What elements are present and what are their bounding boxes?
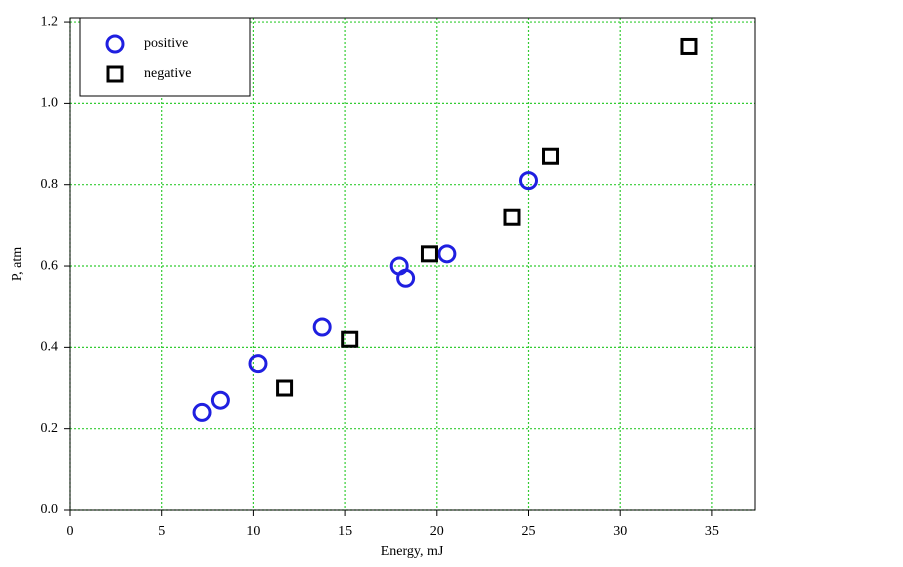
plot-frame (69, 17, 756, 511)
point (503, 208, 521, 226)
x-axis-label: Energy, mJ (381, 544, 444, 559)
legend-label: positive (144, 36, 188, 51)
x-tick-label: 25 (522, 524, 536, 539)
point (396, 268, 416, 288)
x-tick-label: 20 (430, 524, 444, 539)
x-tick-label: 35 (705, 524, 719, 539)
x-tick-label: 0 (67, 524, 74, 539)
legend-box (79, 17, 251, 97)
y-tick-label: 0.0 (41, 502, 59, 517)
legend-marker (105, 34, 125, 54)
point (519, 171, 539, 191)
point (420, 245, 438, 263)
y-tick-label: 1.2 (41, 14, 59, 29)
x-tick-label: 5 (158, 524, 165, 539)
y-tick-label: 0.4 (41, 340, 59, 355)
y-tick-label: 0.6 (41, 258, 59, 273)
legend-label: negative (144, 66, 191, 81)
point (437, 244, 457, 264)
legend-marker (106, 65, 124, 83)
y-tick-label: 0.2 (41, 421, 59, 436)
point (680, 37, 698, 55)
y-tick-label: 1.0 (41, 96, 59, 111)
point (192, 402, 212, 422)
point (312, 317, 332, 337)
point (276, 379, 294, 397)
x-tick-label: 30 (613, 524, 627, 539)
point (210, 390, 230, 410)
x-tick-label: 10 (246, 524, 260, 539)
y-axis-label: P, atm (10, 247, 25, 281)
point (341, 330, 359, 348)
point (542, 147, 560, 165)
point (248, 354, 268, 374)
y-tick-label: 0.8 (41, 177, 59, 192)
x-tick-label: 15 (338, 524, 352, 539)
